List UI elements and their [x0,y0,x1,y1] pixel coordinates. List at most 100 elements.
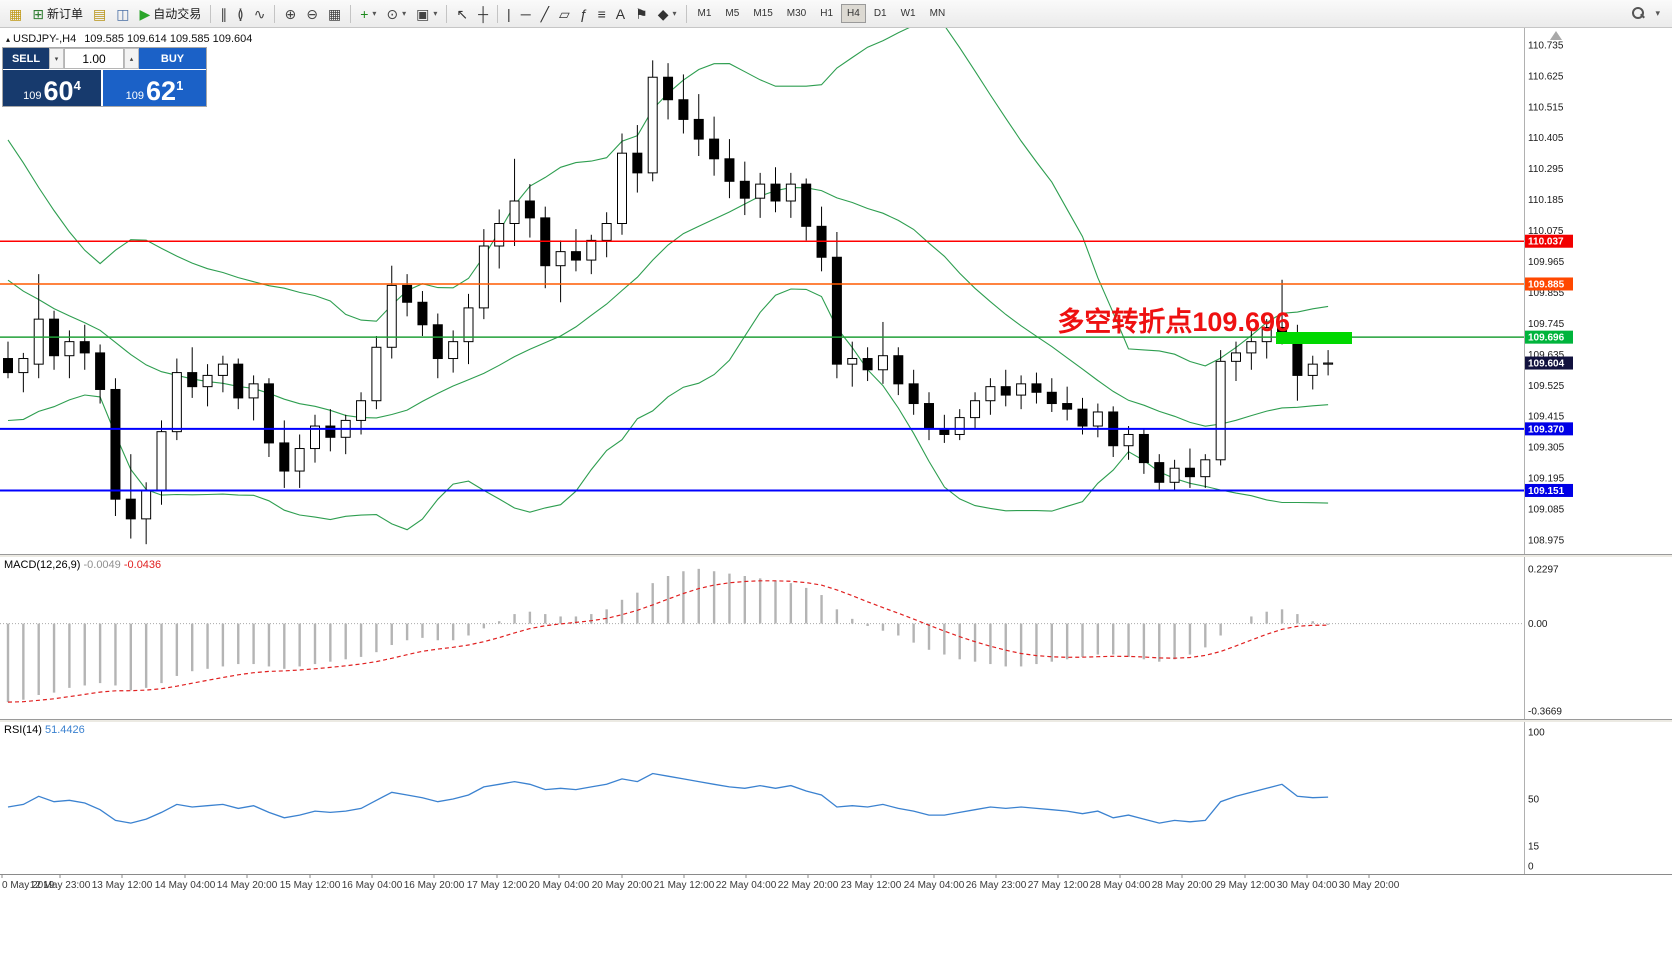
rsi-label: RSI(14) 51.4426 [4,724,85,736]
svg-text:110.405: 110.405 [1528,133,1564,144]
tile-windows-button[interactable]: ▦ [323,4,346,24]
price-tag-109.885: 109.885 [1525,277,1573,291]
timeframe-button-h4[interactable]: H4 [841,4,866,23]
volume-up-caret[interactable]: ▴ [124,48,139,69]
svg-text:109.085: 109.085 [1528,505,1565,516]
templates-button[interactable]: ▣ ▾ [411,4,442,24]
symbol-info: ▴ USDJPY-,H4 109.585 109.614 109.585 109.6… [6,33,252,45]
fibonacci-button[interactable]: ƒ [575,4,593,24]
trendline-button[interactable]: ╱ [536,4,554,24]
timeframe-button-h1[interactable]: H1 [814,4,839,23]
timeframe-button-m5[interactable]: M5 [719,4,745,23]
turning-point-annotation: 多空转折点109.696 [1057,306,1290,337]
chevron-down-icon: ▾ [433,9,438,18]
new-order-button[interactable]: ⊞ 新订单 [27,2,88,25]
horizontal-line-button[interactable]: ─ [516,4,536,24]
svg-text:26 May 23:00: 26 May 23:00 [966,880,1027,891]
svg-text:16 May 20:00: 16 May 20:00 [404,880,465,891]
svg-text:14 May 20:00: 14 May 20:00 [217,880,278,891]
autotrade-button[interactable]: ▶ 自动交易 [134,2,206,25]
templates-icon: ▣ [416,5,430,22]
toolbar-separator [350,4,352,23]
timeframe-button-m15[interactable]: M15 [747,4,778,23]
ask-price-tile[interactable]: 109 62 1 [103,70,206,106]
bar-chart-button[interactable]: ∥ [215,4,232,24]
vertical-line-button[interactable]: | [502,4,516,24]
fibonacci-icon: ƒ [579,5,588,22]
chart-canvas[interactable]: 多空转折点109.696 110.735 110.625 110.515 110.405… [0,28,1672,953]
macd-label: MACD(12,26,9) -0.0049 -0.0436 [4,559,161,571]
profile-icon: ◫ [116,5,130,22]
price-tag-109.604: 109.604 [1525,356,1573,370]
svg-text:0: 0 [1528,862,1534,873]
periods-button[interactable]: ⊙ ▾ [381,4,411,24]
chevron-down-icon: ▾ [402,9,407,18]
text-button[interactable]: A [611,4,630,24]
tile-windows-icon: ▦ [327,5,342,22]
shapes-button[interactable]: ◆ ▾ [653,4,682,24]
svg-text:109.696: 109.696 [1528,333,1565,344]
svg-text:20 May 04:00: 20 May 04:00 [529,880,590,891]
ask-prefix: 109 [125,90,145,102]
toolbar-separator [210,4,212,23]
line-chart-icon: ∿ [253,5,266,22]
svg-text:30 May 04:00: 30 May 04:00 [1277,880,1338,891]
svg-text:20 May 20:00: 20 May 20:00 [592,880,653,891]
svg-text:22 May 04:00: 22 May 04:00 [716,880,777,891]
timeframe-button-w1[interactable]: W1 [895,4,922,23]
line-chart-button[interactable]: ∿ [249,4,271,24]
svg-text:22 May 20:00: 22 May 20:00 [778,880,839,891]
zoom-in-button[interactable]: ⊕ [279,4,301,24]
app-icon: ▦ [4,4,27,24]
price-tag-109.696: 109.696 [1525,330,1573,344]
zoom-out-icon: ⊖ [306,5,318,22]
search-icon[interactable] [1632,7,1645,20]
shapes-icon: ◆ [657,5,669,22]
candles [3,60,1334,545]
channel-button[interactable]: ▱ [554,4,575,24]
chart-area[interactable]: 多空转折点109.696 110.735 110.625 110.515 110.405… [0,28,1672,953]
zoom-out-button[interactable]: ⊖ [301,4,323,24]
indicators-button[interactable]: + ▾ [355,4,381,24]
text-icon: A [615,5,626,22]
chart-shift-marker[interactable] [1550,31,1562,40]
toolbar-separator [497,4,499,23]
svg-text:109.151: 109.151 [1528,486,1565,497]
ask-big: 62 [146,76,177,106]
grid-button[interactable]: ≡ [593,4,611,24]
crosshair-button[interactable]: ┼ [473,4,493,24]
symbol-name: USDJPY-,H4 [13,33,77,45]
svg-text:108.975: 108.975 [1528,535,1565,546]
cursor-button[interactable]: ↖ [451,4,473,24]
toolbar-menu-caret-icon[interactable]: ▾ [1655,8,1660,18]
volume-input[interactable] [64,48,124,69]
svg-text:110.295: 110.295 [1528,164,1564,175]
buy-button[interactable]: BUY [139,48,206,69]
horizontal-line-icon: ─ [520,5,531,22]
bollinger-lower-band [7,288,1329,531]
svg-text:109.195: 109.195 [1528,474,1565,485]
bid-sup: 4 [73,78,81,93]
svg-text:23 May 12:00: 23 May 12:00 [841,880,902,891]
bid-big: 60 [43,76,74,106]
label-button[interactable]: ⚑ [630,4,653,24]
candlestick-chart-button[interactable]: ≬ [232,4,249,24]
svg-text:110.735: 110.735 [1528,40,1564,51]
svg-text:100: 100 [1528,728,1545,739]
timeframe-group: M1 M5 M15 M30 H1 H4 D1 W1 MN [691,4,953,23]
svg-text:28 May 20:00: 28 May 20:00 [1152,880,1213,891]
sell-button[interactable]: SELL [3,48,49,69]
svg-text:15 May 12:00: 15 May 12:00 [280,880,341,891]
highlight-rect[interactable] [1276,332,1352,344]
new-order-button-label: 新订单 [46,7,83,21]
chart-window-button[interactable]: ▤ [88,4,111,24]
timeframe-button-mn[interactable]: MN [924,4,952,23]
timeframe-button-d1[interactable]: D1 [868,4,893,23]
bar-chart-icon: ∥ [220,5,228,22]
zoom-in-icon: ⊕ [284,5,297,22]
order-type-caret[interactable]: ▾ [49,48,64,69]
bid-price-tile[interactable]: 109 60 4 [3,70,101,106]
timeframe-button-m30[interactable]: M30 [781,4,812,23]
timeframe-button-m1[interactable]: M1 [692,4,718,23]
profile-button[interactable]: ◫ [111,4,134,24]
